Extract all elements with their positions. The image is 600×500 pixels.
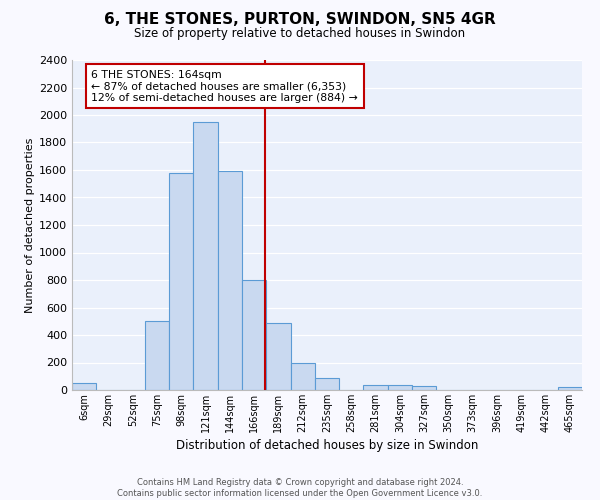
Bar <box>145 322 169 390</box>
Bar <box>72 383 96 390</box>
Bar <box>266 322 290 390</box>
Bar <box>242 280 266 390</box>
Text: Contains HM Land Registry data © Crown copyright and database right 2024.
Contai: Contains HM Land Registry data © Crown c… <box>118 478 482 498</box>
Bar <box>558 387 582 390</box>
Bar <box>193 122 218 390</box>
Bar <box>388 385 412 390</box>
Bar <box>169 173 193 390</box>
Bar <box>412 386 436 390</box>
Bar <box>315 378 339 390</box>
Bar <box>364 385 388 390</box>
Text: Size of property relative to detached houses in Swindon: Size of property relative to detached ho… <box>134 28 466 40</box>
Bar <box>290 362 315 390</box>
X-axis label: Distribution of detached houses by size in Swindon: Distribution of detached houses by size … <box>176 439 478 452</box>
Text: 6 THE STONES: 164sqm
← 87% of detached houses are smaller (6,353)
12% of semi-de: 6 THE STONES: 164sqm ← 87% of detached h… <box>91 70 358 103</box>
Text: 6, THE STONES, PURTON, SWINDON, SN5 4GR: 6, THE STONES, PURTON, SWINDON, SN5 4GR <box>104 12 496 28</box>
Bar <box>218 172 242 390</box>
Y-axis label: Number of detached properties: Number of detached properties <box>25 138 35 312</box>
